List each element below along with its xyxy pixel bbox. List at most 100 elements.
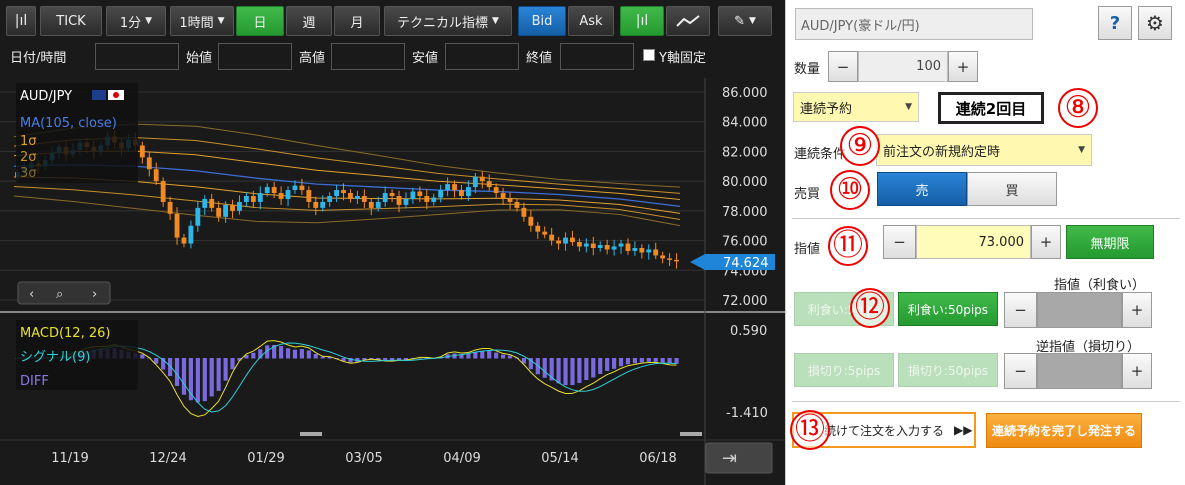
limit-plus-button[interactable]: +: [1031, 225, 1061, 259]
tp-input[interactable]: [1037, 292, 1122, 328]
sl-5pips-button[interactable]: 損切り:5pips: [794, 353, 894, 387]
candle-icon: |ıl: [14, 13, 28, 29]
candle: [389, 193, 395, 196]
candle: [459, 190, 464, 196]
x-tick-label: 04/09: [443, 451, 480, 466]
macd-bar: [299, 349, 304, 359]
candle: [625, 243, 631, 251]
macd-bar: [348, 358, 353, 363]
macd-bar: [272, 344, 277, 359]
line-chart-icon: [676, 15, 700, 27]
macd-bar: [285, 348, 291, 359]
qty-input[interactable]: 100: [858, 51, 948, 82]
yfix-checkbox[interactable]: [643, 49, 655, 61]
latest-button[interactable]: [705, 442, 773, 474]
macd-bar: [487, 350, 492, 359]
candle: [604, 245, 610, 250]
bid-button[interactable]: Bid: [518, 6, 566, 36]
candle: [514, 201, 520, 208]
divider: [792, 401, 1180, 402]
macd-bar: [528, 358, 533, 370]
annotation-13: ⑬: [790, 410, 830, 450]
month-button[interactable]: 月: [334, 6, 380, 36]
zoom-controls[interactable]: ‹ ⌕ ›: [17, 281, 111, 305]
search-icon[interactable]: ⌕: [56, 287, 63, 302]
qty-plus-button[interactable]: +: [948, 51, 978, 82]
qty-minus-button[interactable]: −: [828, 51, 858, 82]
draw-tool-select[interactable]: ✎ ▼: [718, 6, 772, 36]
settings-button[interactable]: ⚙: [1138, 6, 1172, 40]
candle: [583, 243, 589, 247]
sell-button[interactable]: 売: [877, 172, 967, 206]
macd-bar: [140, 354, 145, 359]
candle: [479, 176, 485, 182]
macd-bar: [244, 354, 249, 359]
tp-50pips-button[interactable]: 利食い:50pips: [898, 292, 998, 326]
candle: [271, 187, 277, 194]
ask-button[interactable]: Ask: [568, 6, 614, 36]
candle-chart-button[interactable]: |ıl: [620, 6, 664, 36]
candle: [313, 201, 319, 208]
sl-plus-button[interactable]: +: [1122, 353, 1152, 389]
macd-bar: [501, 354, 506, 359]
price-chart[interactable]: 86.00084.00082.00080.00078.00076.00074.0…: [0, 78, 785, 485]
flag-icon: [92, 90, 124, 100]
sl-minus-button[interactable]: −: [1004, 353, 1037, 389]
chevron-right-icon[interactable]: ›: [92, 287, 97, 302]
low-label: 安値: [412, 51, 439, 66]
macd-bar: [674, 358, 679, 364]
macd-bar: [612, 358, 617, 369]
line-chart-button[interactable]: [666, 6, 710, 36]
order-panel: AUD/JPY(豪ドル/円) ? ⚙ 数量 − 100 + 連続予約 ▼ 連続2回…: [785, 0, 1185, 485]
scroll-handle-right[interactable]: [680, 432, 702, 436]
x-tick-label: 05/14: [541, 451, 578, 466]
currency-pair-field[interactable]: AUD/JPY(豪ドル/円): [795, 8, 1033, 40]
week-button[interactable]: 週: [286, 6, 332, 36]
tick-button[interactable]: TICK: [40, 6, 102, 36]
candle: [195, 207, 201, 226]
macd-bar: [542, 358, 547, 378]
day-button[interactable]: 日: [236, 6, 284, 36]
candle: [250, 196, 256, 202]
candle: [139, 145, 145, 158]
macd-bar: [265, 345, 270, 359]
macd-bar: [168, 358, 173, 377]
high-field: [331, 43, 405, 70]
tech-indicator-select[interactable]: テクニカル指標 ▼: [384, 6, 512, 36]
annotation-11: ⑪: [828, 226, 868, 266]
buy-button[interactable]: 買: [967, 172, 1057, 206]
order-type-select[interactable]: 連続予約 ▼: [793, 92, 919, 122]
y-tick-label: 84.000: [722, 116, 768, 131]
limit-minus-button[interactable]: −: [883, 225, 916, 259]
low-field: [445, 43, 519, 70]
candle: [653, 249, 659, 256]
chevron-down-icon: ▼: [217, 16, 225, 26]
candle: [570, 237, 575, 243]
chart-type-button[interactable]: |ıl: [6, 6, 36, 36]
qty-label: 数量: [794, 62, 821, 77]
limit-price-input[interactable]: 73.000: [916, 225, 1031, 259]
sl-input[interactable]: [1037, 353, 1122, 389]
chevron-down-icon: ▼: [905, 102, 912, 112]
interval2-select[interactable]: 1時間 ▼: [170, 6, 234, 36]
complete-order-button[interactable]: 連続予約を完了し発注する: [986, 413, 1142, 448]
candle: [417, 191, 423, 196]
macd-bar: [355, 358, 360, 362]
help-button[interactable]: ?: [1098, 6, 1132, 40]
annotation-10: ⑩: [830, 170, 870, 210]
interval1-select[interactable]: 1分 ▼: [106, 6, 166, 36]
macd-bar: [577, 358, 582, 384]
legend-signal: シグナル(9): [20, 350, 90, 365]
expiry-button[interactable]: 無期限: [1066, 225, 1154, 259]
scroll-handle[interactable]: [300, 432, 322, 436]
candle: [202, 198, 208, 208]
chevron-left-icon[interactable]: ‹: [29, 287, 34, 302]
cond-select[interactable]: 前注文の新規約定時 ▼: [876, 134, 1092, 166]
candle: [535, 225, 541, 232]
sl-50pips-button[interactable]: 損切り:50pips: [898, 353, 998, 387]
tp-minus-button[interactable]: −: [1004, 292, 1037, 328]
tp-plus-button[interactable]: +: [1122, 292, 1152, 328]
candle: [445, 184, 451, 191]
x-tick-label: 03/05: [345, 451, 382, 466]
candle: [472, 176, 478, 188]
